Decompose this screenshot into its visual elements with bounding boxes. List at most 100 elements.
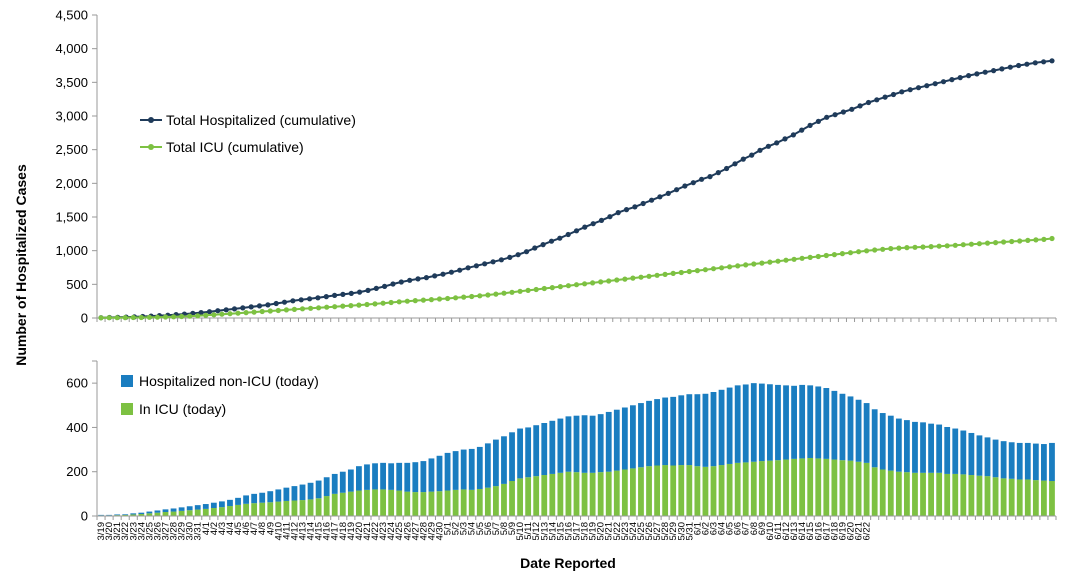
data-point-total-icu <box>453 295 459 301</box>
legend-label: Total Hospitalized (cumulative) <box>166 112 356 128</box>
bar-hospitalized-non-icu <box>871 409 878 468</box>
data-point-total-icu <box>646 273 652 279</box>
data-point-total-icu <box>203 312 209 318</box>
data-point-total-icu <box>332 304 338 310</box>
data-point-total-icu <box>598 279 604 285</box>
data-point-total-hospitalized <box>348 290 354 296</box>
bar-in-icu <box>251 503 258 516</box>
bar-in-icu <box>654 465 660 516</box>
bar-hospitalized-non-icu <box>783 385 789 460</box>
data-point-total-hospitalized <box>223 307 229 313</box>
bar-hospitalized-non-icu <box>928 423 934 473</box>
data-point-total-icu <box>799 255 805 261</box>
data-point-total-icu <box>517 288 523 294</box>
data-point-total-icu <box>614 277 620 283</box>
x-tick-label: 4/20 <box>354 522 365 541</box>
data-point-total-icu <box>98 315 104 321</box>
top-y-tick-label: 4,000 <box>55 41 88 56</box>
data-point-total-hospitalized <box>607 214 613 220</box>
data-point-total-icu <box>1049 235 1055 242</box>
data-point-total-icu <box>283 307 289 313</box>
x-tick-label: 6/13 <box>789 522 800 541</box>
x-tick-label: 4/15 <box>314 522 325 541</box>
data-point-total-icu <box>412 298 418 304</box>
bar-hospitalized-non-icu <box>428 458 435 492</box>
x-tick-label: 6/22 <box>862 522 873 541</box>
bar-hospitalized-non-icu <box>936 424 943 473</box>
bar-in-icu <box>509 481 515 516</box>
bar-in-icu <box>904 472 910 516</box>
bar-in-icu <box>364 489 370 516</box>
bar-hospitalized-non-icu <box>1000 441 1007 479</box>
bar-in-icu <box>194 509 201 516</box>
data-point-total-icu <box>420 297 426 303</box>
data-point-total-icu <box>565 283 572 289</box>
bar-hospitalized-non-icu <box>726 387 733 464</box>
data-point-total-icu <box>493 291 499 297</box>
data-point-total-hospitalized <box>966 73 972 79</box>
bar-in-icu <box>275 501 282 516</box>
bar-in-icu <box>299 500 306 516</box>
data-point-total-hospitalized <box>590 221 596 227</box>
data-point-total-hospitalized <box>832 112 838 118</box>
data-point-total-hospitalized <box>732 161 738 167</box>
bar-in-icu <box>388 489 395 516</box>
x-tick-label: 3/30 <box>185 522 196 541</box>
bar-hospitalized-non-icu <box>138 512 145 515</box>
bar-hospitalized-non-icu <box>364 464 370 490</box>
data-point-total-hospitalized <box>774 140 780 146</box>
bar-hospitalized-non-icu <box>791 385 797 459</box>
data-point-total-hospitalized <box>1049 58 1055 64</box>
bar-in-icu <box>1032 480 1039 516</box>
data-point-total-icu <box>138 314 144 321</box>
data-point-total-icu <box>807 254 813 260</box>
x-tick-label: 5/27 <box>652 522 663 541</box>
x-tick-label: 4/16 <box>322 522 333 541</box>
data-point-total-icu <box>130 314 136 321</box>
x-axis-title: Date Reported <box>520 555 616 571</box>
data-point-total-hospitalized <box>440 271 446 277</box>
x-tick-label: 5/9 <box>507 522 518 535</box>
bar-in-icu <box>380 489 386 516</box>
data-point-total-icu <box>1025 237 1031 243</box>
data-point-total-icu <box>606 278 612 284</box>
bar-hospitalized-non-icu <box>339 471 346 493</box>
bar-in-icu <box>219 507 225 516</box>
bar-hospitalized-non-icu <box>758 383 765 462</box>
data-point-total-icu <box>864 248 870 254</box>
bar-in-icu <box>436 491 443 516</box>
x-tick-label: 4/21 <box>362 522 373 541</box>
x-tick-label: 6/10 <box>765 522 776 541</box>
x-tick-label: 4/8 <box>257 522 268 535</box>
data-point-total-icu <box>759 260 765 266</box>
data-point-total-hospitalized <box>523 249 530 255</box>
bar-in-icu <box>186 510 193 516</box>
bar-hospitalized-non-icu <box>227 499 233 507</box>
x-tick-label: 4/25 <box>394 522 405 541</box>
x-tick-label: 6/6 <box>733 522 744 535</box>
x-tick-label: 6/9 <box>757 522 768 535</box>
bar-in-icu <box>670 465 677 516</box>
data-point-total-hospitalized <box>498 257 504 263</box>
x-tick-label: 4/19 <box>346 522 357 541</box>
data-point-total-hospitalized <box>432 273 438 279</box>
data-point-total-hospitalized <box>448 269 454 275</box>
data-point-total-icu <box>219 311 225 317</box>
bar-hospitalized-non-icu <box>170 508 177 512</box>
bar-in-icu <box>130 514 137 516</box>
bar-in-icu <box>501 483 507 516</box>
bar-in-icu <box>460 489 467 516</box>
x-tick-label: 4/23 <box>378 522 389 541</box>
data-point-total-icu <box>751 261 757 267</box>
top-y-tick-label: 3,500 <box>55 75 88 90</box>
data-point-total-icu <box>106 315 112 321</box>
data-point-total-icu <box>638 274 644 280</box>
bar-hospitalized-non-icu <box>718 389 725 466</box>
x-tick-label: 4/10 <box>273 522 284 541</box>
x-tick-label: 5/7 <box>491 522 502 535</box>
bar-in-icu <box>468 489 475 516</box>
bar-in-icu <box>791 458 797 516</box>
data-point-total-icu <box>428 297 434 303</box>
bar-in-icu <box>154 512 161 516</box>
x-tick-label: 4/24 <box>386 522 397 541</box>
